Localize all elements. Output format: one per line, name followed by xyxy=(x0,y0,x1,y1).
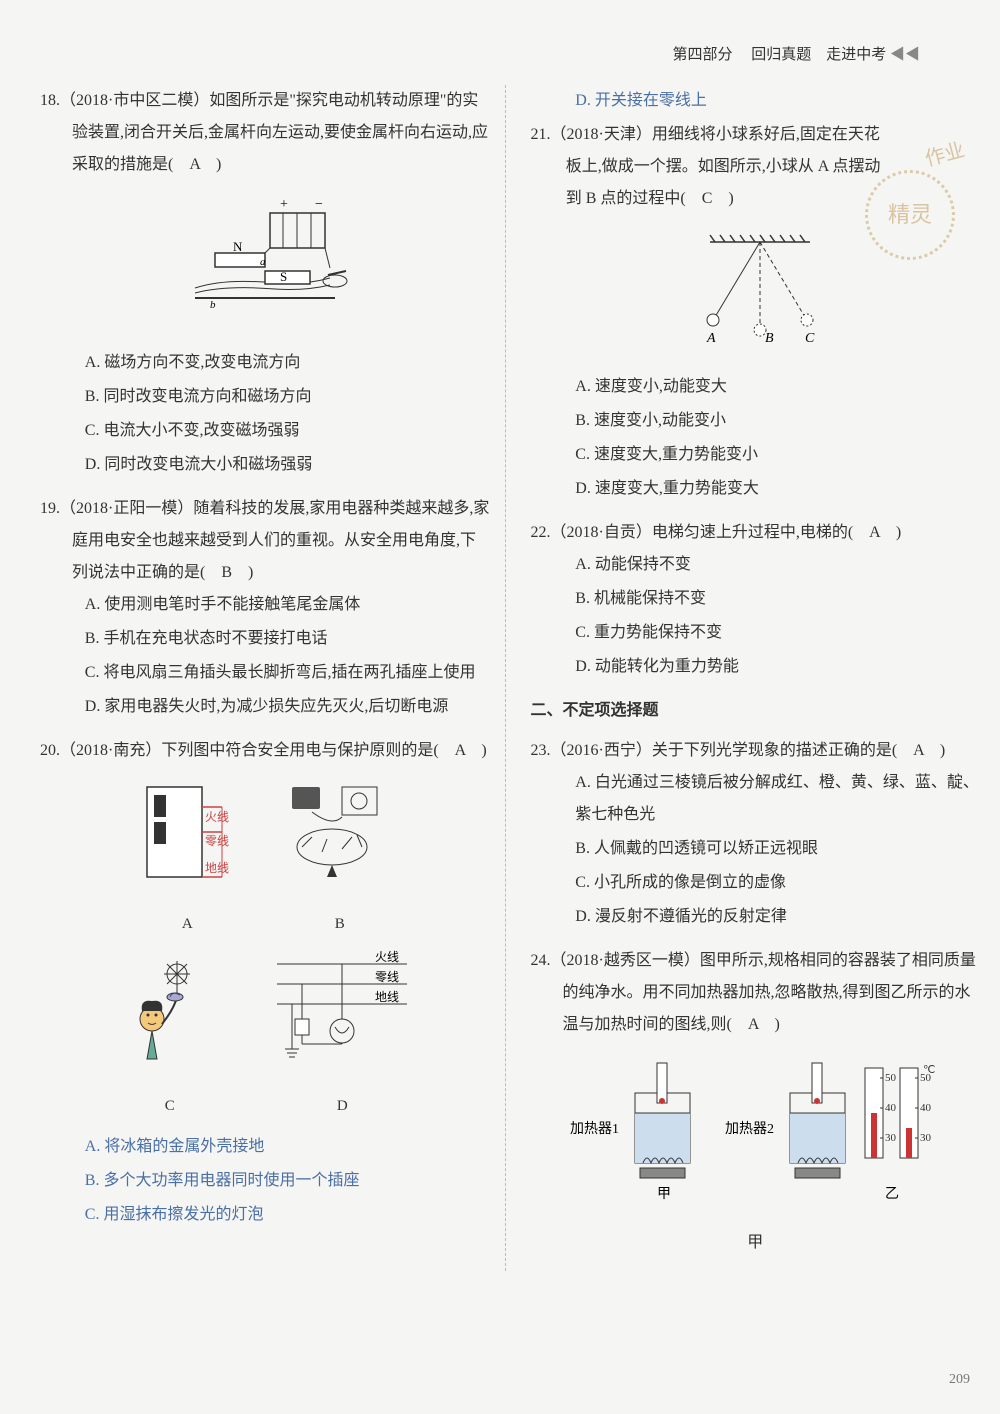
question-24: 24.（2018·越秀区一模）图甲所示,规格相同的容器装了相同质量的纯净水。用不… xyxy=(531,945,981,1259)
q23-optC: C. 小孔所成的像是倒立的虚像 xyxy=(575,867,980,899)
q22-optA: A. 动能保持不变 xyxy=(575,549,980,581)
q18-figure: + − N a S b xyxy=(40,193,490,335)
svg-text:零线: 零线 xyxy=(205,834,229,848)
q20-optC: C. 用湿抹布擦发光的灯泡 xyxy=(85,1199,490,1231)
q19-optA: A. 使用测电笔时手不能接触笔尾金属体 xyxy=(85,589,490,621)
svg-text:甲: 甲 xyxy=(657,1187,671,1202)
q21-stem1: 21.（2018·天津）用细线将小球系好后,固定在天花 xyxy=(531,119,981,151)
svg-text:地线: 地线 xyxy=(375,990,399,1004)
svg-text:40: 40 xyxy=(920,1102,932,1114)
q18-optB: B. 同时改变电流方向和磁场方向 xyxy=(85,381,490,413)
svg-text:乙: 乙 xyxy=(885,1186,899,1202)
header-section: 第四部分 xyxy=(672,47,732,63)
svg-text:b: b xyxy=(210,299,216,311)
q24-stem: 24.（2018·越秀区一模）图甲所示,规格相同的容器装了相同质量的纯净水。用不… xyxy=(531,945,981,1041)
q23-stem: 23.（2016·西宁）关于下列光学现象的描述正确的是( A ) xyxy=(531,735,981,767)
q20-figure-row2: C 火线 零线 地线 xyxy=(40,949,490,1121)
q21-optD: D. 速度变大,重力势能变大 xyxy=(575,473,980,505)
q24-caption: 甲 xyxy=(531,1227,981,1259)
question-19: 19.（2018·正阳一模）随着科技的发展,家用电器种类越来越多,家庭用电安全也… xyxy=(40,493,490,723)
page-number: 209 xyxy=(949,1366,970,1394)
svg-text:50: 50 xyxy=(920,1072,932,1084)
svg-text:30: 30 xyxy=(920,1132,932,1144)
q20-figure-row1: 火线 零线 地线 A xyxy=(40,777,490,939)
svg-text:加热器1: 加热器1 xyxy=(570,1121,619,1137)
q23-optB: B. 人佩戴的凹透镜可以矫正远视眼 xyxy=(575,833,980,865)
q20-figA-icon: 火线 零线 地线 xyxy=(132,777,242,892)
question-22: 22.（2018·自贡）电梯匀速上升过程中,电梯的( A ) A. 动能保持不变… xyxy=(531,517,981,683)
header-title: 回归真题 走进中考 xyxy=(751,47,886,63)
q20-labelA: A xyxy=(132,909,242,939)
q20-optD: D. 开关接在零线上 xyxy=(575,85,980,117)
svg-text:零线: 零线 xyxy=(375,970,399,984)
q20-optA: A. 将冰箱的金属外壳接地 xyxy=(85,1131,490,1163)
q23-optA: A. 白光通过三棱镜后被分解成红、橙、黄、绿、蓝、靛、紫七种色光 xyxy=(575,767,980,831)
page-header: 第四部分 回归真题 走进中考 ◀◀ xyxy=(40,40,980,70)
svg-text:地线: 地线 xyxy=(205,861,229,875)
svg-text:B: B xyxy=(765,331,774,346)
q19-optB: B. 手机在充电状态时不要接打电话 xyxy=(85,623,490,655)
question-21: 21.（2018·天津）用细线将小球系好后,固定在天花 板上,做成一个摆。如图所… xyxy=(531,119,981,505)
svg-text:C: C xyxy=(805,331,815,346)
q19-stem: 19.（2018·正阳一模）随着科技的发展,家用电器种类越来越多,家庭用电安全也… xyxy=(40,493,490,589)
question-23: 23.（2016·西宁）关于下列光学现象的描述正确的是( A ) A. 白光通过… xyxy=(531,735,981,933)
q21-optC: C. 速度变大,重力势能变小 xyxy=(575,439,980,471)
q20-stem: 20.（2018·南充）下列图中符合安全用电与保护原则的是( A ) xyxy=(40,735,490,767)
q20-figB-icon xyxy=(282,777,397,892)
right-column: D. 开关接在零线上 21.（2018·天津）用细线将小球系好后,固定在天花 板… xyxy=(531,85,981,1271)
q18-optA: A. 磁场方向不变,改变电流方向 xyxy=(85,347,490,379)
q22-optC: C. 重力势能保持不变 xyxy=(575,617,980,649)
svg-text:火线: 火线 xyxy=(375,950,399,964)
q21-stem2: 板上,做成一个摆。如图所示,小球从 A 点摆动 xyxy=(531,151,981,183)
header-arrows-icon: ◀◀ xyxy=(890,47,920,63)
section-2-title: 二、不定项选择题 xyxy=(531,695,981,727)
q20-figC-icon xyxy=(112,949,227,1074)
q21-optA: A. 速度变小,动能变大 xyxy=(575,371,980,403)
q19-optD: D. 家用电器失火时,为减少损失应先灭火,后切断电源 xyxy=(85,691,490,723)
q22-optB: B. 机械能保持不变 xyxy=(575,583,980,615)
q18-optD: D. 同时改变电流大小和磁场强弱 xyxy=(85,449,490,481)
q22-optD: D. 动能转化为重力势能 xyxy=(575,651,980,683)
q21-optB: B. 速度变小,动能变小 xyxy=(575,405,980,437)
q20-optB: B. 多个大功率用电器同时使用一个插座 xyxy=(85,1165,490,1197)
left-column: 18.（2018·市中区二模）如图所示是"探究电动机转动原理"的实验装置,闭合开… xyxy=(40,85,506,1271)
svg-text:40: 40 xyxy=(885,1102,897,1114)
q24-figure: 加热器1 加热器2 xyxy=(531,1053,981,1215)
svg-text:加热器2: 加热器2 xyxy=(725,1121,774,1137)
q21-stem3: 到 B 点的过程中( C ) xyxy=(531,183,981,215)
svg-text:a: a xyxy=(260,256,266,268)
svg-text:火线: 火线 xyxy=(205,810,229,824)
q21-figure: A B C xyxy=(531,227,981,359)
q20-figD-icon: 火线 零线 地线 xyxy=(267,949,417,1074)
q20-labelC: C xyxy=(112,1091,227,1121)
svg-text:S: S xyxy=(280,269,287,284)
q18-stem: 18.（2018·市中区二模）如图所示是"探究电动机转动原理"的实验装置,闭合开… xyxy=(40,85,490,181)
plus-icon: + xyxy=(280,197,288,212)
question-18: 18.（2018·市中区二模）如图所示是"探究电动机转动原理"的实验装置,闭合开… xyxy=(40,85,490,481)
q20-labelB: B xyxy=(282,909,397,939)
q20-labelD: D xyxy=(267,1091,417,1121)
q22-stem: 22.（2018·自贡）电梯匀速上升过程中,电梯的( A ) xyxy=(531,517,981,549)
svg-text:A: A xyxy=(706,331,716,346)
svg-text:50: 50 xyxy=(885,1072,897,1084)
minus-icon: − xyxy=(315,197,323,212)
q19-optC: C. 将电风扇三角插头最长脚折弯后,插在两孔插座上使用 xyxy=(85,657,490,689)
question-20: 20.（2018·南充）下列图中符合安全用电与保护原则的是( A ) 火线 xyxy=(40,735,490,1231)
q23-optD: D. 漫反射不遵循光的反射定律 xyxy=(575,901,980,933)
q18-optC: C. 电流大小不变,改变磁场强弱 xyxy=(85,415,490,447)
svg-text:30: 30 xyxy=(885,1132,897,1144)
svg-text:N: N xyxy=(233,239,243,254)
